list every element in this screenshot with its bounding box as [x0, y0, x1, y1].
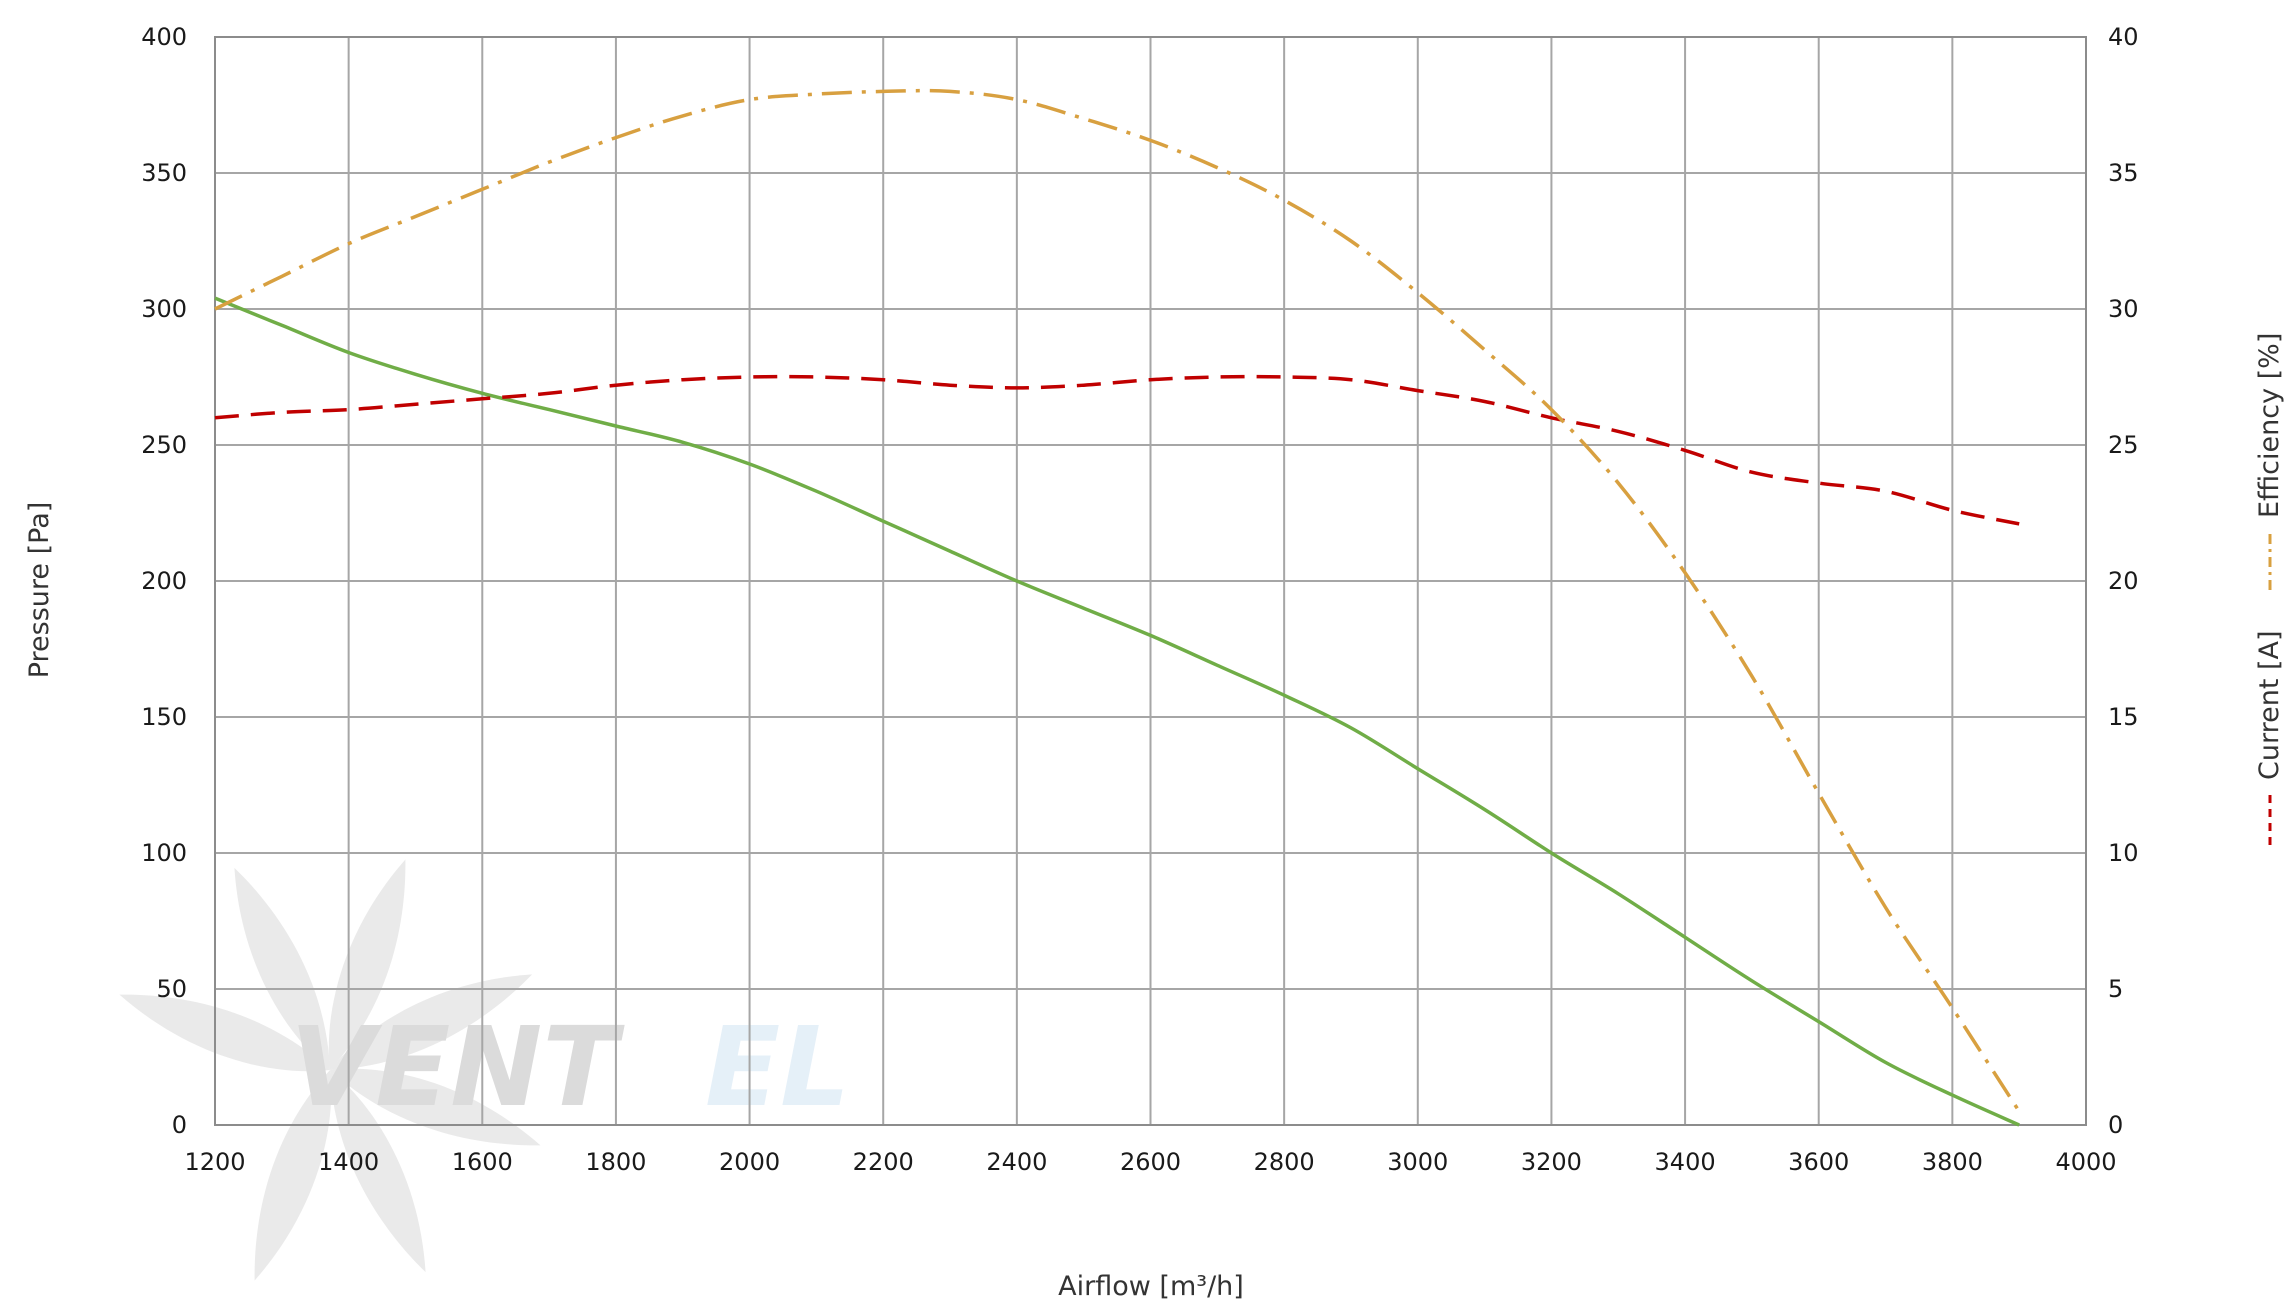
x-tick-label: 2600: [1120, 1148, 1181, 1176]
y-axis-left-ticks: 0 50 100 150 200 250 300 350 400: [141, 23, 187, 1139]
legend-current-label: Current [A]: [2254, 630, 2285, 780]
watermark-text-main: VENT: [290, 1003, 625, 1131]
y-left-tick-label: 400: [141, 23, 187, 51]
watermark-fan-blade: [254, 1070, 332, 1281]
y-left-tick-label: 100: [141, 839, 187, 867]
right-axis-legend: Current [A] Efficiency [%]: [2254, 333, 2285, 845]
y-right-tick-label: 30: [2108, 295, 2139, 323]
watermark-fan-blade: [234, 867, 330, 1070]
y-right-tick-label: 5: [2108, 975, 2123, 1003]
y-left-tick-label: 50: [156, 975, 187, 1003]
y-right-tick-label: 20: [2108, 567, 2139, 595]
y-left-tick-label: 300: [141, 295, 187, 323]
y-left-tick-label: 350: [141, 159, 187, 187]
watermark-fan-blade: [119, 994, 330, 1072]
x-tick-label: 3200: [1521, 1148, 1582, 1176]
x-tick-label: 1800: [585, 1148, 646, 1176]
x-tick-label: 1400: [318, 1148, 379, 1176]
series-layer: [214, 88, 2021, 1127]
x-tick-label: 3800: [1922, 1148, 1983, 1176]
watermark-fan-blade: [330, 1070, 426, 1273]
series-line-1: [214, 374, 2020, 526]
watermark-logo: VENT EL: [119, 859, 850, 1281]
x-axis-ticks: 1200 1400 1600 1800 2000 2200 2400 2600 2800 3000…: [184, 1148, 2116, 1176]
plot-frame: [214, 36, 2087, 1126]
y-axis-left-label: Pressure [Pa]: [24, 502, 55, 679]
grid: [214, 36, 2087, 1126]
y-right-tick-label: 25: [2108, 431, 2139, 459]
x-tick-label: 2200: [853, 1148, 914, 1176]
y-left-tick-label: 150: [141, 703, 187, 731]
y-right-tick-label: 40: [2108, 23, 2139, 51]
x-axis-label: Airflow [m³/h]: [1058, 1271, 1244, 1302]
series-line-2: [214, 88, 2021, 1113]
watermark-text-accent: EL: [705, 1003, 850, 1131]
y-left-tick-label: 250: [141, 431, 187, 459]
y-right-tick-label: 10: [2108, 839, 2139, 867]
watermark-fan-blade: [330, 1068, 541, 1146]
y-left-tick-label: 200: [141, 567, 187, 595]
x-tick-label: 3000: [1387, 1148, 1448, 1176]
y-right-tick-label: 35: [2108, 159, 2139, 187]
x-tick-label: 1200: [184, 1148, 245, 1176]
x-tick-label: 3600: [1788, 1148, 1849, 1176]
series-line-0: [214, 296, 2020, 1127]
y-right-tick-label: 0: [2108, 1111, 2123, 1139]
y-right-tick-label: 15: [2108, 703, 2139, 731]
x-tick-label: 3400: [1655, 1148, 1716, 1176]
y-axis-right-ticks: 0 5 10 15 20 25 30 35 40: [2108, 23, 2139, 1139]
x-tick-label: 2800: [1254, 1148, 1315, 1176]
x-tick-label: 2000: [719, 1148, 780, 1176]
x-tick-label: 4000: [2055, 1148, 2116, 1176]
legend-efficiency-label: Efficiency [%]: [2254, 333, 2285, 518]
y-left-tick-label: 0: [172, 1111, 187, 1139]
x-tick-label: 1600: [452, 1148, 513, 1176]
x-tick-label: 2400: [986, 1148, 1047, 1176]
